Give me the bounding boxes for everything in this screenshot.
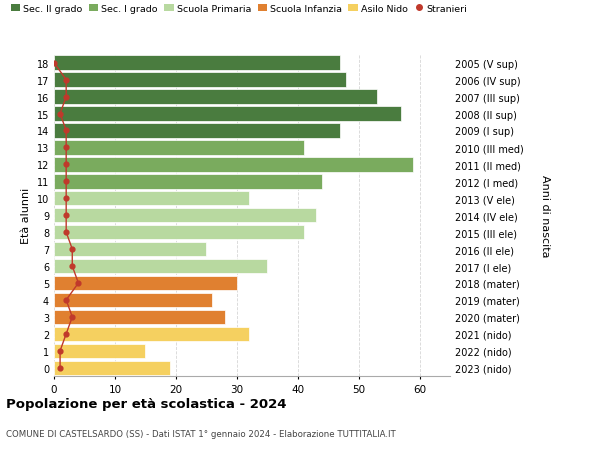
Bar (54, 90, 377, 105)
Point (55, 364, 65, 372)
Point (61, 94, 71, 101)
Bar (54, 361, 170, 375)
Bar (54, 225, 304, 240)
Bar (54, 73, 346, 88)
Text: Popolazione per età scolastica - 2024: Popolazione per età scolastica - 2024 (6, 397, 287, 410)
Point (74, 280, 83, 287)
Point (61, 330, 71, 338)
Bar (54, 158, 413, 172)
Point (61, 128, 71, 135)
Point (61, 77, 71, 84)
Point (67, 246, 77, 253)
Point (61, 229, 71, 236)
Bar (54, 141, 304, 155)
Bar (54, 107, 401, 122)
Y-axis label: Anni di nascita: Anni di nascita (540, 174, 550, 257)
Point (67, 313, 77, 321)
Bar (54, 293, 212, 308)
Bar (54, 124, 340, 138)
Y-axis label: Età alunni: Età alunni (21, 188, 31, 244)
Point (61, 212, 71, 219)
Bar (54, 344, 145, 358)
Bar (54, 310, 224, 325)
Point (49, 60, 59, 67)
Bar (54, 259, 267, 274)
Point (61, 297, 71, 304)
Point (61, 145, 71, 152)
Bar (54, 56, 340, 71)
Bar (54, 242, 206, 257)
Point (55, 347, 65, 355)
Legend: Sec. II grado, Sec. I grado, Scuola Primaria, Scuola Infanzia, Asilo Nido, Stran: Sec. II grado, Sec. I grado, Scuola Prim… (11, 5, 467, 14)
Bar (54, 175, 322, 189)
Point (61, 195, 71, 202)
Point (67, 263, 77, 270)
Bar (54, 208, 316, 223)
Point (61, 161, 71, 168)
Bar (54, 276, 237, 291)
Bar (54, 192, 249, 206)
Point (55, 111, 65, 118)
Bar (54, 327, 249, 341)
Text: COMUNE DI CASTELSARDO (SS) - Dati ISTAT 1° gennaio 2024 - Elaborazione TUTTITALI: COMUNE DI CASTELSARDO (SS) - Dati ISTAT … (6, 429, 396, 438)
Point (61, 178, 71, 185)
